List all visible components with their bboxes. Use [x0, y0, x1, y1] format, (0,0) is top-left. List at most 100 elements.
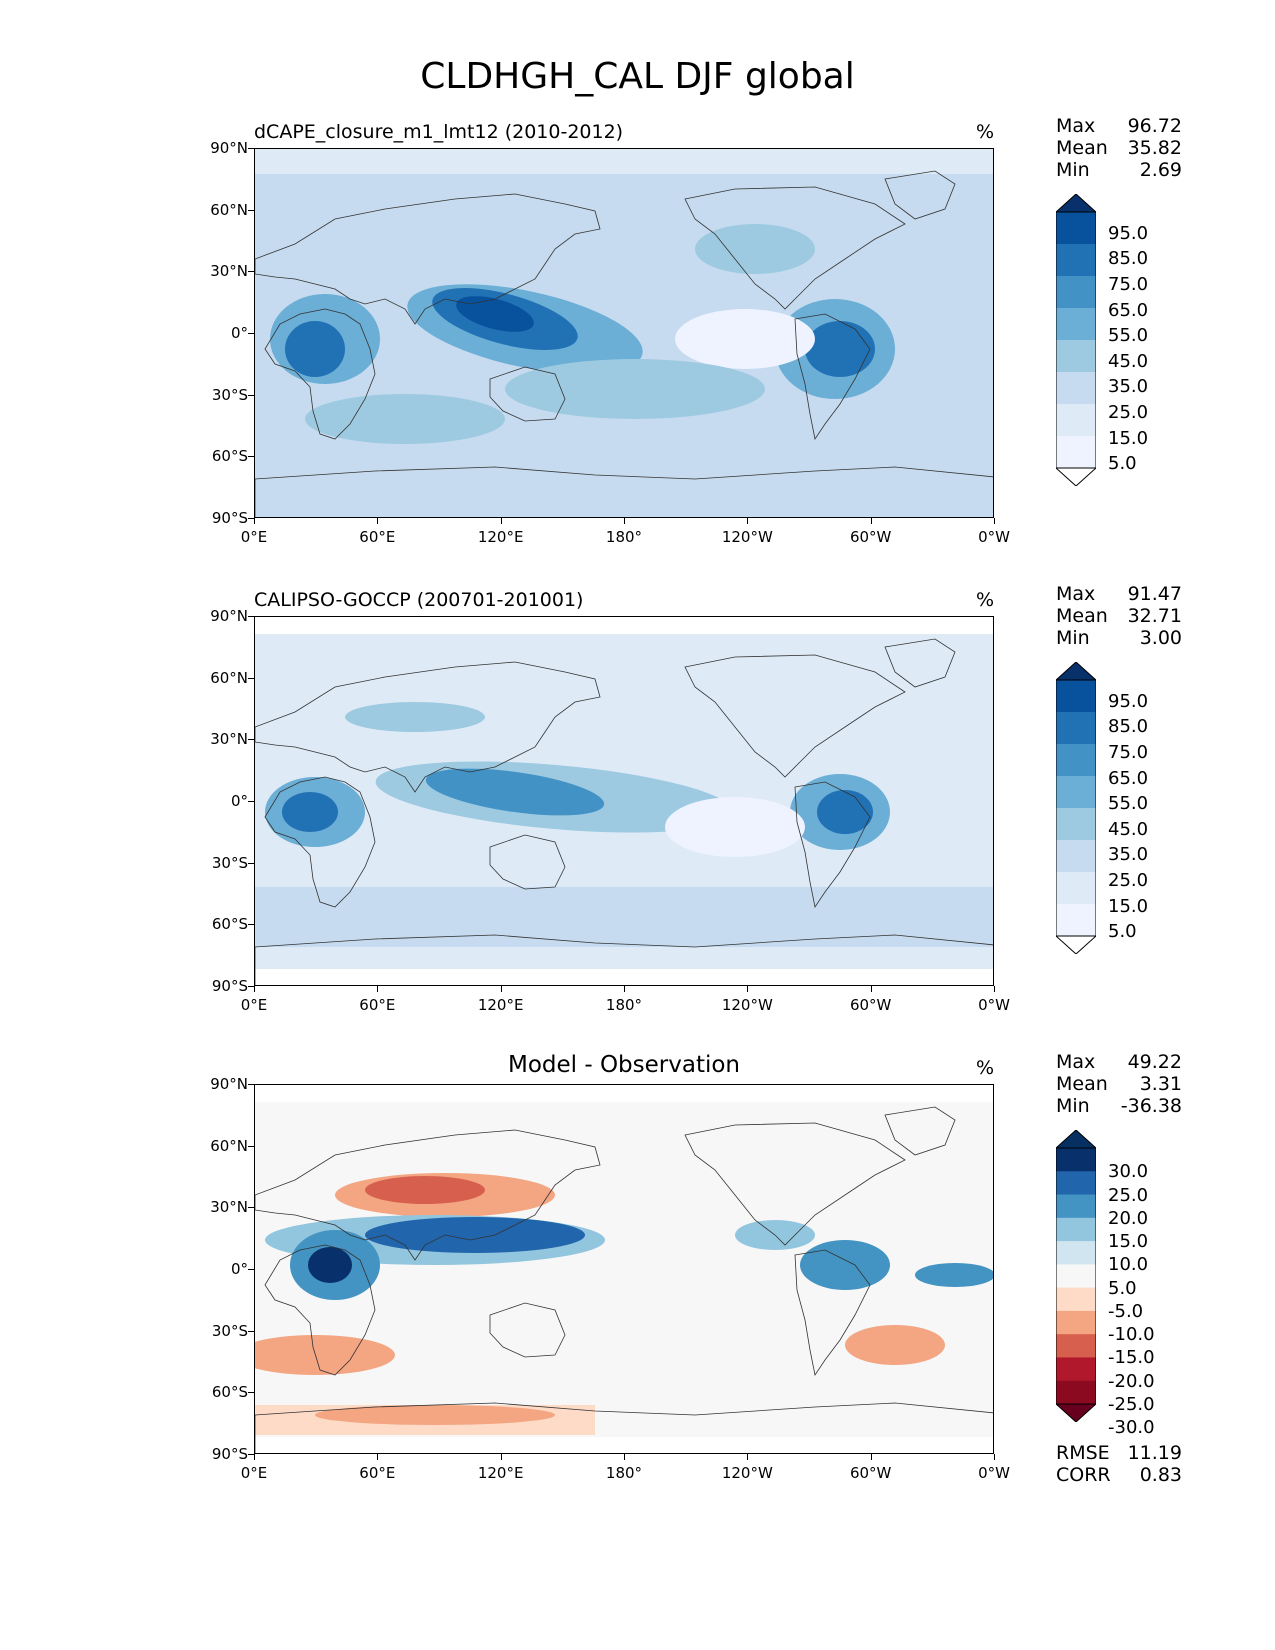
lon-tick-mark	[254, 1454, 255, 1460]
lon-tick-mark	[870, 986, 872, 992]
lon-tick-label: 60°W	[849, 996, 892, 1014]
stat-label: Max	[1056, 1051, 1096, 1073]
lon-tick-label: 60°E	[359, 1464, 396, 1482]
stat-value: -36.38	[1120, 1095, 1182, 1117]
colorbar-label: -30.0	[1108, 1417, 1155, 1439]
colorbar-label: 15.0	[1108, 895, 1149, 917]
lat-tick-label: 0°	[230, 1260, 248, 1278]
lat-tick-mark	[248, 616, 254, 617]
lon-tick-label: 120°W	[721, 996, 773, 1014]
lat-tick-mark	[248, 1145, 254, 1147]
colorbar-label: 85.0	[1108, 248, 1149, 270]
colorbar-label: 95.0	[1108, 222, 1149, 244]
colorbar-label: 5.0	[1108, 921, 1137, 943]
lat-tick-mark	[248, 1454, 254, 1455]
lon-tick-label: 120°E	[477, 1464, 524, 1482]
lat-tick-label: 30°N	[210, 262, 248, 281]
lon-tick-mark	[377, 1454, 379, 1460]
lat-tick-mark	[248, 209, 254, 211]
stat-value: 3.31	[1139, 1073, 1182, 1095]
colorbar-label: -5.0	[1108, 1300, 1144, 1322]
panel-title: Model - Observation	[507, 1052, 741, 1078]
stat-label: Mean	[1056, 137, 1108, 159]
colorbar-label: 75.0	[1108, 742, 1149, 763]
lat-tick-mark	[248, 148, 254, 149]
lat-tick-mark	[248, 924, 254, 926]
lon-tick-mark	[870, 518, 872, 524]
lon-tick-label: 0°W	[978, 996, 1010, 1014]
stat-label: Max	[1056, 583, 1096, 605]
lon-tick-label: 120°E	[477, 996, 524, 1014]
lon-tick-label: 0°E	[240, 1464, 268, 1482]
colorbar-label: 35.0	[1108, 844, 1149, 866]
lon-tick-mark	[377, 518, 379, 524]
lon-tick-mark	[994, 1454, 995, 1460]
colorbar-label: 75.0	[1108, 274, 1149, 295]
lat-tick-mark	[248, 1207, 254, 1209]
lon-tick-mark	[254, 518, 255, 524]
colorbar-label: 25.0	[1108, 1184, 1149, 1206]
lon-tick-mark	[747, 518, 749, 524]
lon-tick-mark	[500, 986, 502, 992]
lat-tick-label: 90°N	[210, 607, 248, 625]
stat-row: CORR 0.83	[1056, 1464, 1182, 1486]
stat-value: 0.83	[1139, 1464, 1182, 1486]
lat-tick-mark	[248, 1392, 254, 1394]
lon-tick-mark	[254, 986, 255, 992]
stat-value: 96.72	[1127, 115, 1182, 137]
lat-tick-mark	[248, 986, 254, 987]
stat-value: 3.00	[1139, 627, 1182, 649]
stat-row: Mean 35.82	[1056, 137, 1182, 159]
colorbar-label: 35.0	[1108, 376, 1149, 398]
stat-label: Max	[1056, 115, 1096, 137]
lat-tick-label: 90°S	[211, 977, 248, 995]
lon-tick-label: 0°E	[240, 528, 268, 546]
stat-row: Max 91.47	[1056, 583, 1182, 605]
lat-tick-mark	[248, 1084, 254, 1085]
colorbar-label: 55.0	[1108, 793, 1149, 815]
lon-tick-mark	[870, 1454, 872, 1460]
colorbar-label: 20.0	[1108, 1207, 1149, 1229]
lon-tick-mark	[747, 1454, 749, 1460]
map-panel-3: Model - Observation% 90°N 60°N 30°N 0° 30°S 60…	[0, 1051, 1275, 1520]
lat-tick-label: 30°N	[210, 730, 248, 749]
colorbar	[1054, 661, 1098, 958]
colorbar-label: 65.0	[1108, 767, 1149, 789]
panel-stats: Max 49.22 Mean 3.31 Min -36.38	[1056, 1051, 1182, 1117]
lat-tick-label: 60°N	[210, 200, 248, 219]
lat-tick-label: 90°S	[211, 509, 248, 527]
stat-label: Mean	[1056, 605, 1108, 627]
colorbar-label: 55.0	[1108, 325, 1149, 347]
lat-tick-label: 90°S	[211, 1445, 248, 1463]
panel-stats: Max 96.72 Mean 35.82 Min 2.69	[1056, 115, 1182, 181]
colorbar-label: 65.0	[1108, 299, 1149, 321]
lat-tick-label: 60°S	[211, 447, 248, 466]
lon-tick-label: 60°W	[849, 528, 892, 546]
stat-label: CORR	[1056, 1464, 1111, 1486]
lon-tick-mark	[624, 518, 625, 524]
lon-tick-label: 60°E	[359, 996, 396, 1014]
stat-row: Min 3.00	[1056, 627, 1182, 649]
colorbar-label: -10.0	[1108, 1324, 1155, 1346]
stat-value: 32.71	[1127, 605, 1182, 627]
lat-tick-mark	[248, 862, 254, 864]
lon-tick-mark	[377, 986, 379, 992]
lon-tick-label: 120°W	[721, 528, 773, 546]
colorbar-label: 85.0	[1108, 716, 1149, 738]
stat-row: Mean 3.31	[1056, 1073, 1182, 1095]
colorbar-label: 25.0	[1108, 870, 1149, 891]
panel-title: dCAPE_closure_m1_lmt12 (2010-2012)	[254, 121, 624, 143]
lat-tick-label: 60°N	[210, 1136, 248, 1155]
lat-tick-label: 90°N	[210, 139, 248, 157]
colorbar-label: 10.0	[1108, 1254, 1149, 1276]
stat-row: Max 96.72	[1056, 115, 1182, 137]
lon-tick-mark	[747, 986, 749, 992]
lon-tick-label: 60°W	[849, 1464, 892, 1482]
colorbar-label: 5.0	[1108, 453, 1137, 475]
lat-tick-mark	[248, 739, 254, 741]
map-canvas	[254, 148, 994, 518]
panel-title: CALIPSO-GOCCP (200701-201001)	[254, 589, 584, 611]
lat-tick-mark	[248, 1330, 254, 1332]
colorbar-label: 15.0	[1108, 427, 1149, 449]
map-canvas	[254, 616, 994, 986]
